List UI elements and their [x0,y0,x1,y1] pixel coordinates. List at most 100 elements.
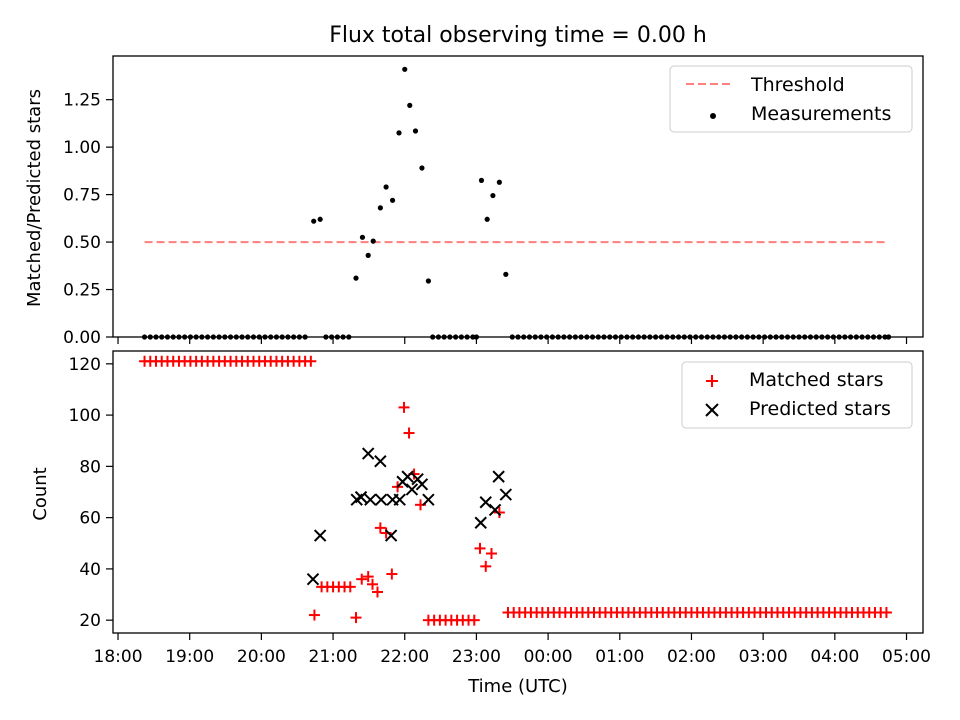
measurement-point [478,177,485,183]
legend-measurements-label: Measurements [751,103,891,125]
legend-threshold-label: Threshold [750,74,845,96]
measurement-point [389,197,396,203]
predicted-star-point [361,447,375,460]
bottom-xtick-label: 04:00 [810,647,859,667]
bottom-xtick-label: 23:00 [452,647,501,667]
top-axis-ticks: 0.00 0.25 0.50 0.75 1.00 1.25 [63,91,908,348]
predicted-star-point [374,455,387,468]
predicted-star-point [422,493,435,506]
bottom-ytick-label: 40 [79,560,101,580]
bottom-plot-marks [139,355,892,626]
measurement-point [503,271,509,277]
matched-star-point [374,522,386,534]
bottom-ytick-label: 120 [69,355,101,375]
measurement-point [402,66,408,72]
predicted-star-point [479,496,492,509]
bottom-axis-ticks: 20 40 60 80 100 120 18:00 19:00 20:00 21:00 22:00 2… [69,355,931,667]
bottom-axes-frame [112,350,924,634]
measurement-point [419,165,425,171]
measurement-point [311,218,317,224]
top-ytick-label: 0.50 [63,233,101,253]
measurement-point [496,179,502,185]
measurement-point [359,234,366,240]
predicted-star-point [474,516,487,529]
predicted-star-point [313,529,327,542]
legend-predicted-swatch [705,403,719,417]
top-ytick-label: 1.25 [63,91,101,111]
predicted-star-point [405,483,419,496]
bottom-xtick-label: 19:00 [165,647,214,667]
matched-star-point [474,542,486,554]
matched-star-point [305,355,317,367]
matched-star-point [372,586,384,598]
measurement-point [490,192,496,199]
matched-star-point [350,612,362,624]
matched-star-point [308,609,320,621]
legend-measurements-swatch [710,113,716,119]
measurement-point [365,252,371,258]
matched-star-point [398,401,410,413]
measurement-point [370,238,376,244]
matched-star-point [880,606,892,618]
predicted-star-point [374,493,388,506]
bottom-xtick-label: 21:00 [309,647,358,667]
top-ytick-label: 0.00 [63,328,101,348]
predicted-star-point [393,493,406,506]
top-legend: Threshold Measurements [669,65,913,133]
predicted-star-point [415,478,429,491]
bottom-legend-frame [681,361,913,429]
bottom-ytick-label: 100 [69,406,101,426]
top-ytick-label: 1.00 [63,138,101,158]
legend-matched-label: Matched stars [749,369,883,391]
measurement-point [484,216,490,222]
predicted-star-point [499,488,513,501]
predicted-star-point [364,493,377,506]
predicted-star-point [401,470,414,483]
measurement-point [425,278,431,284]
top-axes-frame [112,55,924,338]
bottom-ytick-label: 60 [79,509,101,529]
bottom-xtick-label: 03:00 [739,647,788,667]
bottom-ylabel: Count [30,467,51,520]
matched-star-point [485,548,497,560]
bottom-xlabel: Time (UTC) [467,676,568,697]
measurement-point [407,102,413,108]
top-ylabel: Matched/Predicted stars [24,89,45,307]
predicted-star-point [354,490,368,504]
matched-star-point [493,507,505,519]
matched-star-point [362,571,374,583]
predicted-star-point [384,529,398,542]
top-ytick-label: 0.25 [63,281,101,301]
legend-matched-swatch [706,375,718,387]
matched-star-point [356,573,368,585]
bottom-ytick-label: 20 [79,611,101,631]
predicted-star-point [306,572,320,586]
bottom-panel-counts: Count Time (UTC) 20 40 60 80 100 120 18:00 19:0… [30,350,931,697]
measurement-point [396,130,402,136]
measurement-point [412,128,419,134]
measurement-point [353,275,359,281]
legend-predicted-swatch-b [705,403,719,417]
predicted-star-point [488,503,502,517]
bottom-xtick-label: 22:00 [380,647,429,667]
bottom-xtick-label: 05:00 [882,647,931,667]
bottom-xtick-label: 01:00 [595,647,644,667]
measurement-point [377,205,383,211]
legend-predicted-label: Predicted stars [749,398,891,420]
measurement-point [383,184,389,190]
bottom-xtick-label: 02:00 [667,647,716,667]
top-ytick-label: 0.75 [63,186,101,206]
matched-star-point [344,581,356,593]
bottom-ytick-label: 80 [79,457,101,477]
matched-star-point [468,614,480,626]
bottom-legend: Matched stars Predicted stars [681,361,913,429]
figure-title: Flux total observing time = 0.00 h [329,23,707,48]
bottom-xtick-label: 20:00 [237,647,286,667]
matched-star-point [480,560,492,572]
matched-star-point [366,578,378,590]
top-legend-frame [669,65,913,133]
predicted-star-point [492,470,505,483]
top-panel-ratio: Matched/Predicted stars 0.00 0.25 0.50 0.75… [24,55,924,348]
matched-star-point [403,427,415,439]
